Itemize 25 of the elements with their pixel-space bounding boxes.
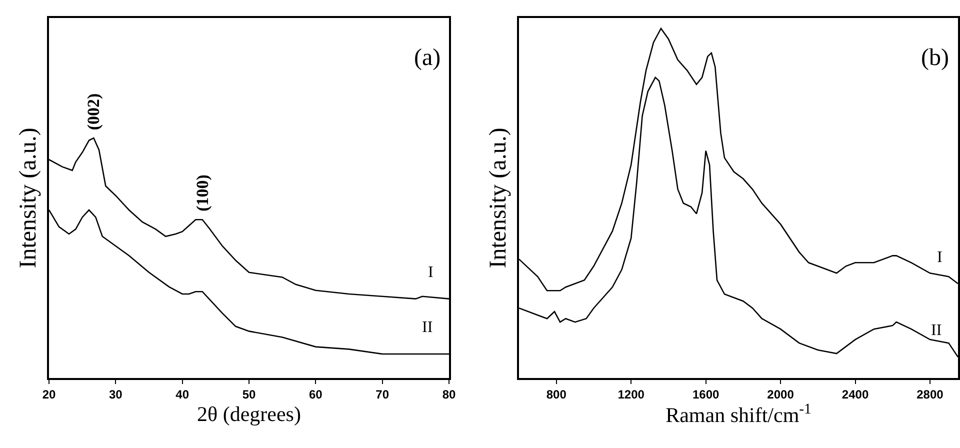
- x-tick-label: 2800: [916, 387, 944, 402]
- x-tick-label: 1200: [618, 387, 645, 402]
- series-label: II: [931, 322, 942, 339]
- y-axis-title: Intensity (a.u.): [16, 128, 42, 268]
- x-axis-title: Raman shift/cm$^{-1}$: [666, 401, 812, 428]
- annotation: (100): [193, 174, 212, 212]
- annotation: (002): [84, 93, 104, 130]
- series-label: I: [428, 264, 434, 281]
- x-tick-label: 80: [442, 387, 456, 402]
- x-tick-label: 1600: [692, 387, 720, 402]
- x-tick-label: 2400: [842, 387, 869, 402]
- x-axis-title: 2θ (degrees): [197, 402, 301, 426]
- y-axis-title: Intensity (a.u.): [486, 128, 512, 268]
- series-label: II: [422, 319, 433, 336]
- text: (b): [921, 45, 949, 71]
- x-tick-label: 40: [176, 387, 190, 402]
- x-tick-label: 50: [242, 387, 256, 402]
- x-tick-label: 30: [108, 387, 123, 402]
- x-tick-label: 800: [546, 387, 567, 402]
- x-tick-label: 70: [376, 387, 390, 402]
- x-tick-label: 60: [308, 387, 323, 402]
- series-label: I: [937, 249, 942, 266]
- x-tick-label: 2000: [767, 387, 794, 402]
- chart-title: (a): [414, 45, 441, 71]
- x-tick-label: 20: [42, 387, 56, 402]
